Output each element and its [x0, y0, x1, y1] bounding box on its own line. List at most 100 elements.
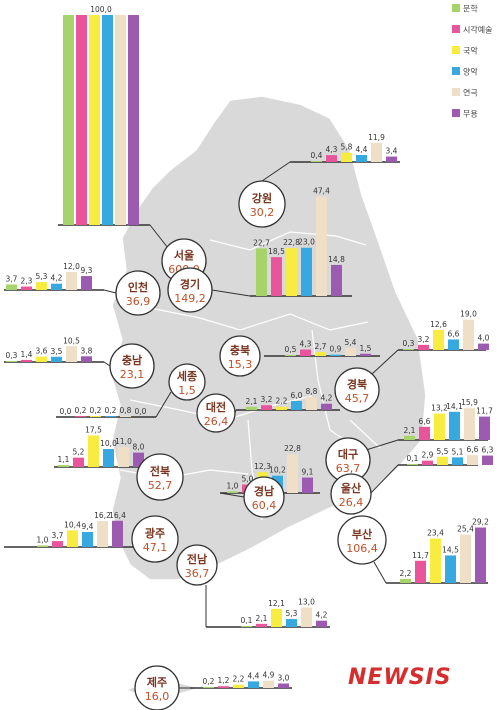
bar-ec9ab8ec82b0-1 — [422, 460, 433, 465]
leader-line-eab095ec9b90 — [261, 161, 291, 182]
bar-eab491eca3bc-3 — [82, 531, 93, 547]
value-label-eb8c80eca084-2: 2,2 — [276, 397, 288, 406]
value-label-ebb680ec82b0-1: 11,7 — [412, 551, 429, 560]
region-name-eb8c80eca084: 대전 — [206, 400, 226, 414]
legend-swatch-3 — [452, 67, 460, 75]
region-total-ec9ab8ec82b0: 26,4 — [339, 496, 364, 509]
value-label-eb8c80eab5ac-4: 15,9 — [461, 398, 478, 407]
bar-eab2bdebb681-3 — [448, 339, 459, 350]
value-label-eb8c80eab5ac-3: 14,1 — [446, 402, 463, 411]
value-label-eab491eca3bc-2: 10,4 — [64, 520, 81, 529]
leader-line-eab2bdeab8b0 — [211, 289, 251, 297]
value-label-eab2bdeab8b0-4: 47,4 — [313, 186, 330, 195]
region-total-eab095ec9b90: 30,2 — [250, 206, 275, 219]
bar-eab491eca3bc-0 — [37, 545, 48, 547]
value-label-eca09ceca3bc-1: 1,2 — [218, 676, 230, 685]
legend-swatch-5 — [452, 109, 460, 117]
value-label-eab095ec9b90-5: 3,4 — [386, 147, 398, 156]
bar-ecb6a9eb82a8-4 — [66, 346, 77, 362]
value-label-ecb6a9eb82a8-1: 1,4 — [21, 350, 33, 359]
region-name-eab491eca3bc: 광주 — [145, 527, 165, 540]
region-total-eab2bdeb82a8: 60,4 — [252, 499, 277, 512]
value-label-eab2bdebb681-5: 4,0 — [478, 334, 490, 343]
bar-ecb6a9eb82a8-5 — [81, 356, 92, 362]
bar-ebb680ec82b0-4 — [460, 534, 471, 583]
bar-eab095ec9b90-5 — [386, 156, 397, 162]
region-total-ecb6a9ebb681: 15,3 — [228, 358, 253, 371]
value-label-eab095ec9b90-2: 5,8 — [341, 143, 353, 152]
bar-ec849cec9ab8-3 — [102, 15, 113, 225]
bar-ecb6a9eb82a8-0 — [6, 361, 17, 362]
bar-eca084ebb681-0 — [58, 465, 69, 467]
value-label-ec9db8ecb29c-1: 2,3 — [21, 277, 33, 286]
value-label-ecb6a9eb82a8-5: 3,8 — [81, 346, 93, 355]
region-name-eb8c80eab5ac: 대구 — [338, 447, 358, 461]
bar-ec849cec9ab8-1 — [76, 15, 87, 225]
bar-ecb6a9eb82a8-2 — [36, 356, 47, 362]
region-total-ec84b8eca285: 1,5 — [178, 384, 196, 397]
value-label-ecb6a9eb82a8-3: 3,5 — [51, 347, 63, 356]
region-total-eb8c80eab5ac: 63,7 — [336, 462, 361, 475]
bar-ec9db8ecb29c-2 — [36, 282, 47, 290]
value-label-eb8c80eca084-3: 6,0 — [291, 391, 303, 400]
value-label-eab2bdeb82a8-2: 12,3 — [254, 462, 271, 471]
value-label-ec9ab8ec82b0-0: 0,1 — [407, 454, 419, 463]
value-label-ec9ab8ec82b0-1: 2,9 — [422, 451, 434, 460]
bar-eab2bdeab8b0-0 — [256, 248, 267, 296]
value-label-eab095ec9b90-0: 0,4 — [311, 151, 323, 160]
bar-ec84b8eca285-2 — [90, 416, 101, 417]
value-label-eca084ebb681-5: 8,0 — [133, 443, 145, 452]
region-total-eab2bdebb681: 45,7 — [345, 392, 370, 405]
region-name-eab2bdebb681: 경북 — [347, 377, 367, 391]
bar-eca09ceca3bc-0 — [203, 687, 214, 688]
region-name-eab095ec9b90: 강원 — [252, 191, 272, 205]
leader-line-ec849cec9ab8 — [149, 224, 169, 249]
bar-eab2bdebb681-5 — [478, 343, 489, 350]
value-label-ec9db8ecb29c-4: 12,0 — [63, 262, 80, 271]
value-label-eca09ceca3bc-2: 2,2 — [233, 675, 245, 684]
bar-eab2bdebb681-4 — [463, 319, 474, 350]
value-label-eca084eb82a8-0: 0,1 — [241, 616, 253, 625]
value-label-ec849cec9ab8-2: 100,0 — [90, 5, 112, 14]
leader-line-ebb680ec82b0 — [373, 561, 387, 584]
value-label-eca09ceca3bc-4: 4,9 — [263, 671, 275, 680]
value-label-eab2bdebb681-2: 12,6 — [430, 320, 447, 329]
legend-swatch-0 — [452, 4, 460, 12]
value-label-eca084ebb681-1: 5,2 — [73, 448, 85, 457]
value-label-eca084eb82a8-1: 2,1 — [256, 614, 268, 623]
bar-eca084eb82a8-3 — [286, 619, 297, 627]
bubble-ec84b8eca285 — [168, 363, 206, 401]
leader-line-ecb6a9eb82a8 — [103, 361, 111, 367]
leader-line-ec9db8ecb29c — [103, 289, 117, 294]
value-label-eab095ec9b90-1: 4,3 — [326, 145, 338, 154]
bar-ec849cec9ab8-4 — [115, 15, 126, 225]
value-label-ec84b8eca285-0: 0,0 — [60, 407, 72, 416]
bar-ec9db8ecb29c-1 — [21, 286, 32, 290]
bar-eab491eca3bc-4 — [97, 521, 108, 547]
leader-lines — [103, 161, 399, 689]
value-label-ec9ab8ec82b0-3: 5,1 — [452, 447, 464, 456]
value-label-eab2bdeb82a8-1: 5,0 — [242, 475, 254, 484]
value-label-eab2bdeb82a8-4: 22,8 — [284, 444, 301, 453]
bubble-ecb6a9ebb681 — [219, 335, 261, 377]
legend-label-4: 연극 — [463, 89, 478, 98]
bar-ebb680ec82b0-2 — [430, 538, 441, 583]
bar-eb8c80eca084-5 — [321, 403, 332, 410]
region-total-eca084ebb681: 52,7 — [148, 479, 173, 492]
value-label-eab2bdebb681-3: 6,6 — [448, 329, 460, 338]
region-name-eca084eb82a8: 전남 — [187, 552, 207, 566]
region-name-eab2bdeb82a8: 경남 — [254, 484, 274, 498]
value-label-ec84b8eca285-3: 0,2 — [105, 406, 117, 415]
value-label-eab2bdeab8b0-2: 22,8 — [283, 238, 300, 247]
bar-eab491eca3bc-2 — [67, 530, 78, 547]
value-label-ebb680ec82b0-2: 23,4 — [427, 529, 444, 538]
bar-eab095ec9b90-1 — [326, 155, 337, 162]
value-label-eb8c80eab5ac-1: 6,6 — [419, 417, 431, 426]
bar-ec9ab8ec82b0-3 — [452, 457, 463, 465]
newsis-logo: NEWSIS — [348, 665, 452, 690]
bar-ec9ab8ec82b0-4 — [467, 455, 478, 465]
bar-ec9ab8ec82b0-5 — [482, 455, 493, 465]
region-total-eab2bdeab8b0: 149,2 — [174, 292, 206, 305]
bar-eb8c80eab5ac-3 — [449, 411, 460, 440]
